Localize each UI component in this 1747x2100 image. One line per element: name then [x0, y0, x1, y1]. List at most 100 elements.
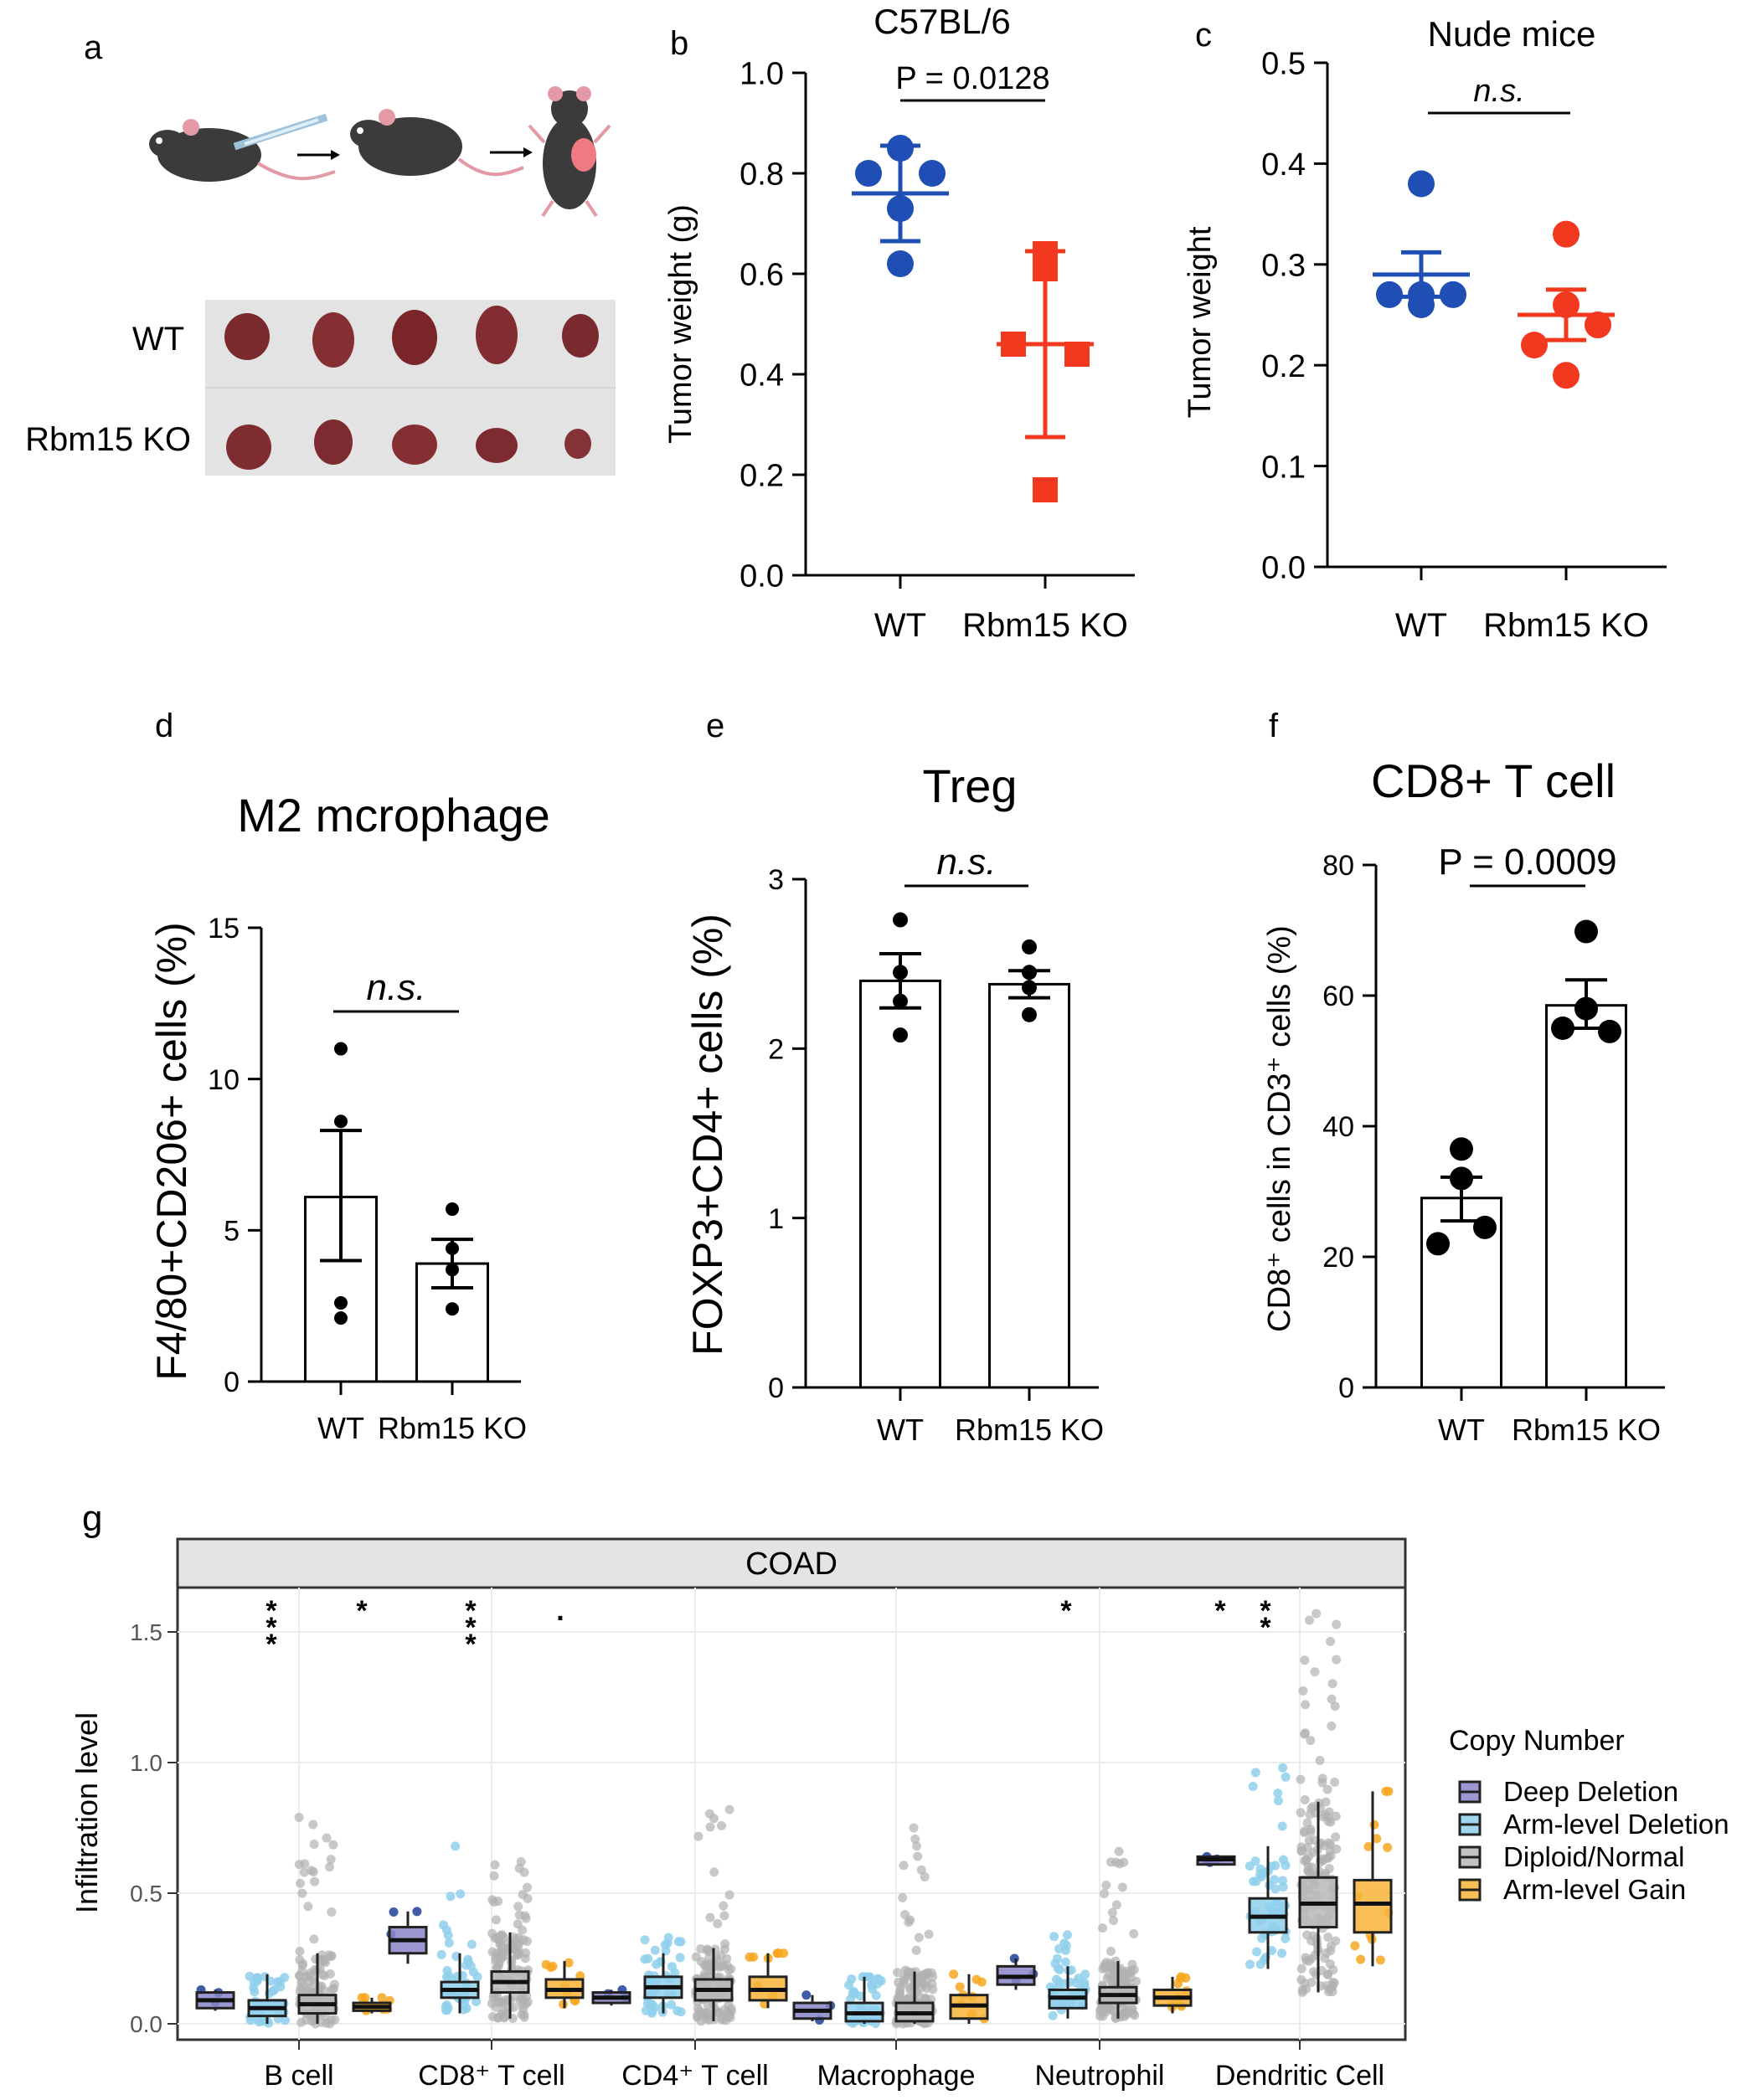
significance-label: * * [1260, 1595, 1271, 1644]
data-point [491, 1915, 501, 1925]
data-point [1064, 342, 1090, 367]
data-point [847, 1974, 857, 1984]
data-point [691, 1952, 701, 1962]
data-point [513, 1949, 523, 1959]
data-point [1121, 1969, 1131, 1979]
y-tick-label: 0.4 [740, 358, 784, 394]
data-point [893, 1027, 908, 1043]
y-tick-label: 0.4 [1261, 147, 1306, 183]
panel-b-chart: 0.0 0.2 0.4 0.6 0.8 1.0 Tumor weight (g) WT Rbm1… [663, 2, 1135, 644]
data-point [1051, 1974, 1061, 1984]
data-point [1551, 1017, 1574, 1040]
data-point [887, 135, 914, 162]
row-label-wt: WT [132, 321, 184, 358]
data-point [673, 2005, 683, 2015]
y-tick-label: 80 [1322, 850, 1354, 882]
data-point [297, 1888, 307, 1898]
y-tick-label: 0.5 [130, 1881, 162, 1907]
significance-label: P = 0.0128 [895, 61, 1049, 96]
data-point [1033, 477, 1058, 502]
y-axis-label: F4/80+CD206+ cells (%) [148, 922, 195, 1380]
y-axis-label: FOXP3+CD4+ cells (%) [684, 914, 731, 1356]
tumor-photo [205, 300, 616, 476]
data-point [472, 1972, 482, 1982]
data-point [1296, 1846, 1306, 1856]
data-point [1296, 1974, 1306, 1984]
data-point [893, 993, 908, 1009]
data-point [1080, 1969, 1090, 1979]
y-tick-label: 0 [224, 1367, 240, 1398]
data-point [1310, 1667, 1320, 1677]
y-tick-label: 1 [768, 1203, 784, 1235]
data-point [1331, 1811, 1341, 1821]
data-point [1376, 281, 1403, 308]
y-tick-label: 0.2 [1261, 349, 1306, 384]
data-point [1129, 1928, 1139, 1938]
data-point [1022, 980, 1037, 996]
data-point [1301, 1728, 1311, 1738]
data-point [1332, 1655, 1342, 1665]
data-point [1574, 996, 1598, 1021]
data-point [1252, 1947, 1262, 1957]
legend-label: Arm-level Gain [1503, 1874, 1686, 1905]
data-point [295, 1946, 305, 1956]
data-point [1281, 1933, 1291, 1943]
y-tick-label: 0.3 [1261, 248, 1306, 283]
significance-char: * [265, 1629, 277, 1660]
data-point [1330, 1777, 1340, 1787]
data-point [661, 1946, 671, 1956]
data-point [446, 1263, 459, 1277]
significance-char: * [465, 1595, 477, 1627]
data-point [327, 1984, 337, 1994]
data-point [308, 1819, 318, 1830]
data-point [1060, 1945, 1070, 1955]
data-point [1327, 1721, 1337, 1731]
significance-label: * [1214, 1595, 1226, 1627]
data-point [489, 1871, 499, 1881]
data-point [1304, 1615, 1314, 1625]
data-point [513, 1919, 523, 1929]
data-point [1022, 1006, 1037, 1022]
panel-letter-e: e [706, 708, 724, 744]
data-point [699, 1969, 709, 1979]
significance-label: * [1060, 1595, 1072, 1627]
data-point [1322, 1980, 1332, 1990]
data-point [517, 2010, 527, 2020]
mouse-tumor-icon [528, 86, 611, 218]
data-point [360, 1993, 370, 2003]
data-point [446, 1302, 459, 1316]
data-point [867, 1979, 877, 1989]
data-point [1022, 965, 1037, 981]
significance-label: n.s. [1473, 74, 1524, 109]
chart-title: CD8+ T cell [1371, 754, 1616, 807]
data-point [650, 1945, 660, 1955]
data-point [898, 1892, 908, 1902]
y-tick-label: 0 [768, 1372, 784, 1404]
data-point [270, 1985, 280, 1995]
data-point [1278, 1876, 1288, 1886]
data-point [845, 1994, 855, 2005]
panel-letter-d: d [155, 708, 173, 744]
data-point [307, 1866, 317, 1876]
data-point [1121, 2010, 1131, 2020]
data-point [1585, 311, 1611, 339]
data-point [466, 1939, 477, 1949]
data-point [1322, 1784, 1332, 1794]
data-point [1372, 1834, 1382, 1844]
data-point [1375, 1955, 1385, 1965]
data-point [1324, 1864, 1334, 1874]
y-axis-label: Tumor weight (g) [663, 204, 698, 444]
x-tick-label: WT [1438, 1413, 1485, 1447]
data-point [927, 1979, 937, 1989]
data-point [724, 1890, 734, 1900]
data-point [1315, 1756, 1325, 1766]
data-point [977, 1977, 987, 1987]
significance-label: n.s. [367, 967, 426, 1008]
data-point [1250, 1768, 1260, 1778]
significance-char: * [265, 1612, 277, 1644]
y-tick-label: 10 [208, 1064, 240, 1096]
data-point [1450, 1137, 1473, 1161]
data-point [1440, 281, 1466, 308]
y-axis-label: Tumor weight [1183, 226, 1218, 418]
